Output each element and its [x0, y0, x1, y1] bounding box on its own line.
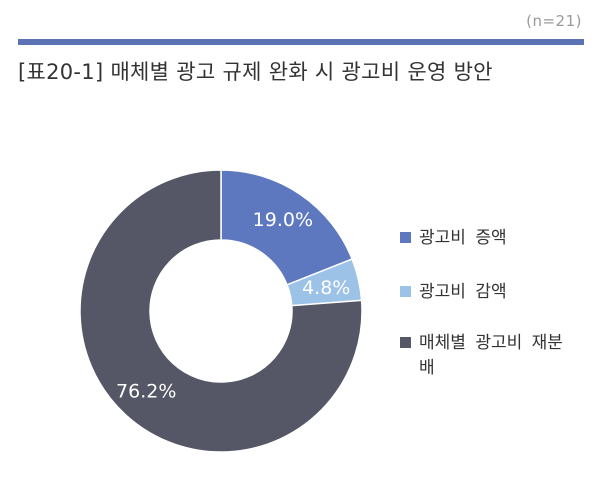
- legend-label-increase: 광고비 증액: [419, 228, 507, 248]
- legend-swatch-redistribute: [400, 337, 411, 348]
- data-label-redistribute: 76.2%: [116, 381, 176, 403]
- chart-legend: 광고비 증액 광고비 감액 매체별 광고비 재분배: [400, 226, 569, 410]
- legend-item-increase: 광고비 증액: [400, 226, 569, 251]
- chart-title: [표20-1] 매체별 광고 규제 완화 시 광고비 운영 방안: [18, 60, 493, 84]
- legend-label-redistribute: 매체별 광고비 재분배: [419, 333, 563, 378]
- header-rule: [18, 39, 584, 45]
- legend-label-decrease: 광고비 감액: [419, 282, 507, 302]
- legend-swatch-increase: [400, 232, 411, 243]
- data-label-increase: 19.0%: [253, 209, 313, 231]
- data-label-decrease: 4.8%: [302, 277, 350, 299]
- legend-item-decrease: 광고비 감액: [400, 280, 569, 305]
- sample-size-label: (n=21): [526, 12, 582, 30]
- donut-data-labels: 19.0% 4.8% 76.2%: [116, 209, 350, 403]
- legend-swatch-decrease: [400, 286, 411, 297]
- slice-redistribute: [79, 169, 363, 453]
- slice-increase: [220, 169, 354, 286]
- donut-slices: [79, 169, 363, 453]
- legend-item-redistribute: 매체별 광고비 재분배: [400, 331, 569, 381]
